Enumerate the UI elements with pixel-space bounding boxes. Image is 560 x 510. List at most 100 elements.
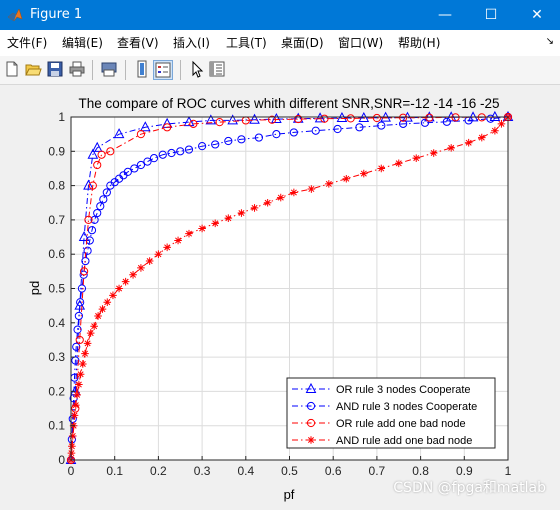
- data-point-triangle: [314, 112, 326, 123]
- data-point-triangle: [249, 113, 260, 124]
- data-point-circle: [73, 325, 82, 334]
- figure-toolbar: [0, 56, 560, 85]
- chart-title: The compare of ROC curves whith differen…: [78, 96, 499, 111]
- data-point-star: [78, 360, 87, 368]
- legend-entry: OR rule add one bad node: [292, 418, 466, 430]
- roc-chart[interactable]: 0 0.1 0.2 0.3 0.4 0.5 0.6 0.7 0.8 0.9 1 0 0.1 0.2 0.3 0…: [0, 85, 560, 506]
- edit-plot-cursor-icon[interactable]: [188, 60, 206, 78]
- data-point-circle: [93, 208, 102, 218]
- data-point-triangle: [91, 141, 103, 152]
- data-point-triangle: [139, 121, 151, 132]
- data-point-circle: [93, 160, 102, 170]
- minimize-button[interactable]: —: [438, 7, 452, 23]
- property-inspector-icon[interactable]: [208, 60, 226, 78]
- y-tick-label: 0.7: [48, 213, 65, 227]
- data-point-star: [394, 159, 403, 168]
- data-point-circle: [75, 335, 84, 345]
- insert-legend-icon[interactable]: [153, 60, 173, 80]
- data-point-star: [491, 126, 499, 135]
- data-point-circle: [102, 188, 111, 197]
- x-tick-label: 0.5: [281, 464, 298, 478]
- data-point-star: [103, 298, 112, 307]
- data-point-circle: [130, 164, 139, 173]
- data-point-circle: [72, 342, 81, 351]
- y-axis-label: pd: [27, 281, 42, 295]
- legend-entry: AND rule add one bad node: [292, 435, 472, 447]
- tick-layer: 0 0.1 0.2 0.3 0.4 0.5 0.6 0.7 0.8 0.9 1 0 0.1 0.2 0.3 0…: [48, 110, 511, 478]
- data-point-star: [464, 138, 473, 147]
- print-preview-icon[interactable]: [100, 60, 118, 78]
- data-point-circle: [85, 236, 94, 245]
- data-point-star: [342, 174, 351, 183]
- menu-file[interactable]: 文件(F): [7, 36, 48, 50]
- menu-bar: 文件(F) 编辑(E) 查看(V) 插入(I) 工具(T) 桌面(D) 窗口(W…: [0, 30, 560, 56]
- x-tick-label: 0.3: [194, 464, 211, 478]
- save-icon[interactable]: [46, 60, 64, 78]
- data-point-circle: [176, 147, 185, 156]
- x-tick-label: 0.9: [456, 464, 473, 478]
- data-point-triangle: [489, 110, 501, 121]
- menu-view[interactable]: 查看(V): [117, 36, 159, 50]
- legend-marker: [306, 418, 316, 428]
- data-point-triangle: [78, 230, 90, 242]
- data-point-star: [447, 144, 455, 152]
- legend-entry: AND rule 3 nodes Cooperate: [292, 401, 477, 413]
- data-point-circle: [294, 114, 303, 124]
- data-point-star: [276, 193, 285, 202]
- window-titlebar[interactable]: Figure 1 — ☐ ✕: [0, 0, 560, 30]
- menu-desktop[interactable]: 桌面(D): [281, 36, 324, 50]
- data-point-circle: [99, 195, 108, 204]
- menu-edit[interactable]: 编辑(E): [62, 36, 103, 50]
- y-tick-label: 0.8: [48, 179, 65, 193]
- legend-marker: [305, 382, 317, 393]
- data-point-circle: [158, 150, 167, 159]
- menu-overflow-icon[interactable]: ↘: [545, 36, 554, 47]
- maximize-button[interactable]: ☐: [484, 7, 498, 23]
- y-tick-label: 0.2: [48, 384, 65, 398]
- data-point-circle: [346, 114, 355, 123]
- menu-window[interactable]: 窗口(W): [338, 36, 384, 50]
- data-point-star: [250, 204, 259, 212]
- menu-help[interactable]: 帮助(H): [398, 36, 441, 50]
- data-point-circle: [71, 356, 80, 365]
- menu-tools[interactable]: 工具(T): [226, 36, 267, 50]
- data-point-star: [68, 442, 76, 451]
- x-tick-label: 1: [505, 464, 512, 478]
- data-point-circle: [77, 284, 87, 293]
- legend-box: [286, 377, 496, 449]
- open-file-icon[interactable]: [24, 60, 42, 78]
- data-point-triangle: [227, 114, 239, 125]
- data-point-star: [145, 257, 154, 265]
- insert-colorbar-icon[interactable]: [133, 60, 151, 78]
- x-tick-label: 0.8: [412, 464, 429, 478]
- matlab-logo-icon: [7, 8, 23, 22]
- data-point-star: [325, 180, 333, 188]
- menu-insert[interactable]: 插入(I): [173, 36, 210, 50]
- data-point-circle: [333, 124, 342, 134]
- data-point-star: [109, 291, 117, 300]
- data-point-circle: [320, 114, 329, 123]
- data-point-circle: [372, 113, 381, 123]
- data-point-triangle: [183, 116, 195, 127]
- legend-label: AND rule 3 nodes Cooperate: [336, 401, 477, 413]
- data-point-star: [94, 312, 102, 320]
- legend[interactable]: OR rule 3 nodes Cooperate AND rule 3 node…: [286, 377, 496, 449]
- data-point-circle: [377, 121, 386, 130]
- data-point-triangle: [83, 179, 94, 190]
- print-icon[interactable]: [68, 60, 86, 78]
- x-tick-label: 0.7: [369, 464, 386, 478]
- new-figure-icon[interactable]: [3, 60, 21, 78]
- data-point-triangle: [271, 112, 282, 124]
- data-point-star: [412, 154, 421, 162]
- data-point-circle: [106, 147, 115, 156]
- data-point-star: [198, 224, 206, 233]
- close-button[interactable]: ✕: [531, 7, 543, 23]
- data-point-star: [224, 214, 233, 222]
- data-point-circle: [149, 154, 159, 163]
- y-tick-label: 0: [58, 453, 65, 467]
- window-title: Figure 1: [30, 7, 83, 22]
- series-line: [70, 116, 509, 461]
- figure-canvas[interactable]: 0 0.1 0.2 0.3 0.4 0.5 0.6 0.7 0.8 0.9 1 0 0.1 0.2 0.3 0…: [0, 85, 560, 506]
- toolbar-separator: [180, 60, 181, 80]
- data-point-star: [83, 339, 92, 348]
